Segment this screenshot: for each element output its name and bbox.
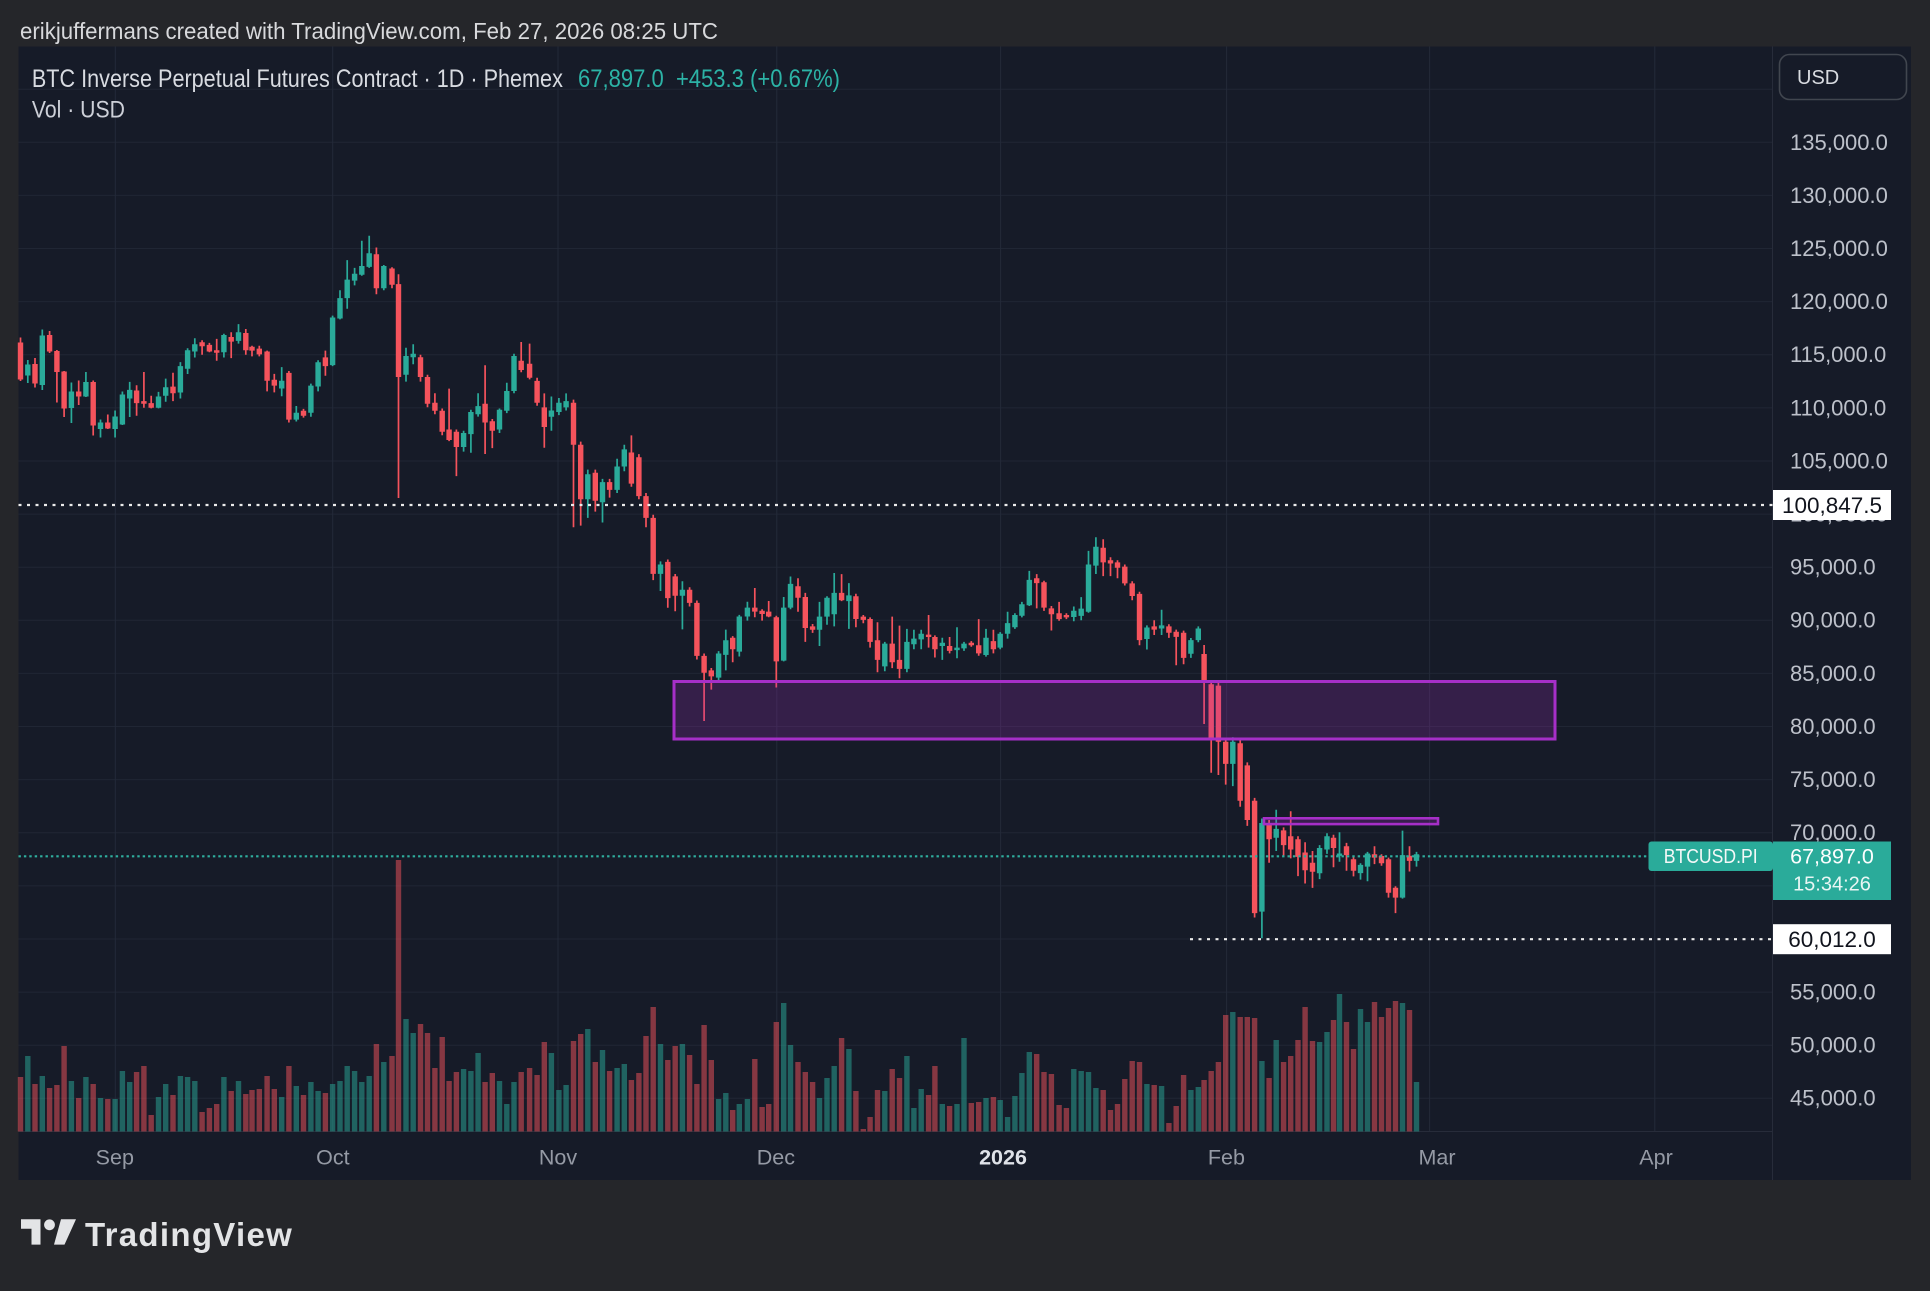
svg-text:Nov: Nov — [539, 1146, 577, 1170]
svg-text:80,000.0: 80,000.0 — [1790, 714, 1876, 739]
svg-text:75,000.0: 75,000.0 — [1790, 767, 1876, 792]
svg-text:110,000.0: 110,000.0 — [1790, 395, 1886, 420]
svg-text:Mar: Mar — [1418, 1146, 1455, 1170]
svg-text:TradingView: TradingView — [85, 1216, 293, 1253]
svg-text:115,000.0: 115,000.0 — [1790, 342, 1886, 367]
svg-text:100,847.5: 100,847.5 — [1782, 493, 1882, 518]
svg-text:BTC Inverse Perpetual Futures: BTC Inverse Perpetual Futures Contract ·… — [32, 65, 563, 93]
svg-text:70,000.0: 70,000.0 — [1790, 820, 1876, 845]
svg-text:125,000.0: 125,000.0 — [1790, 236, 1888, 261]
svg-text:120,000.0: 120,000.0 — [1790, 289, 1888, 314]
svg-text:85,000.0: 85,000.0 — [1790, 661, 1876, 686]
svg-text:105,000.0: 105,000.0 — [1790, 448, 1888, 473]
svg-text:USD: USD — [1797, 67, 1839, 89]
svg-text:135,000.0: 135,000.0 — [1790, 130, 1888, 155]
svg-text:Vol · USD: Vol · USD — [32, 97, 125, 124]
svg-text:60,012.0: 60,012.0 — [1788, 927, 1876, 952]
svg-text:Dec: Dec — [757, 1146, 795, 1170]
svg-text:15:34:26: 15:34:26 — [1793, 874, 1871, 896]
svg-text:2026: 2026 — [979, 1146, 1027, 1170]
svg-text:67,897.0: 67,897.0 — [1790, 845, 1874, 869]
svg-text:67,897.0 +453.3 (+0.67%): 67,897.0 +453.3 (+0.67%) — [578, 65, 840, 93]
svg-text:BTCUSD.PI: BTCUSD.PI — [1664, 846, 1758, 868]
svg-text:95,000.0: 95,000.0 — [1790, 555, 1876, 580]
svg-text:45,000.0: 45,000.0 — [1790, 1086, 1876, 1111]
svg-text:Apr: Apr — [1639, 1146, 1672, 1170]
svg-text:50,000.0: 50,000.0 — [1790, 1033, 1876, 1058]
svg-text:Oct: Oct — [316, 1146, 349, 1170]
svg-text:Feb: Feb — [1208, 1146, 1245, 1170]
svg-text:erikjuffermans created with Tr: erikjuffermans created with TradingView.… — [20, 18, 718, 44]
svg-text:90,000.0: 90,000.0 — [1790, 608, 1876, 633]
svg-text:55,000.0: 55,000.0 — [1790, 979, 1876, 1004]
svg-text:130,000.0: 130,000.0 — [1790, 183, 1888, 208]
svg-text:Sep: Sep — [96, 1146, 134, 1170]
